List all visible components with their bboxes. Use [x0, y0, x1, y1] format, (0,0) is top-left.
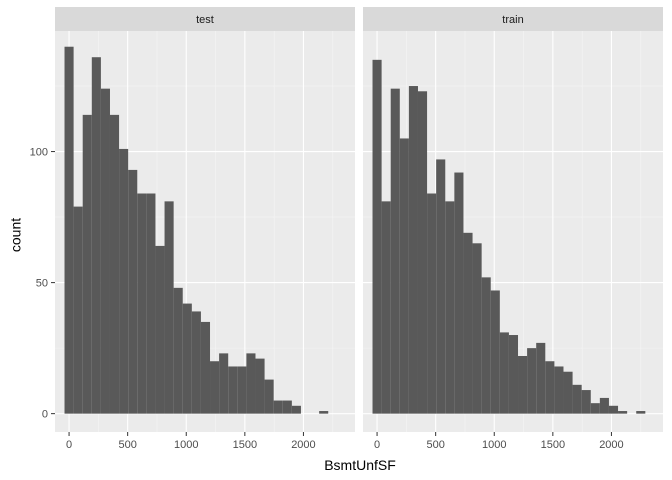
- y-tick-label: 50: [36, 278, 48, 290]
- histogram-bar: [119, 148, 129, 414]
- x-tick-label: 0: [374, 439, 380, 451]
- histogram-bar: [237, 366, 247, 414]
- panel-test: test 0 500 1000 1500 2000 0 50 100: [30, 7, 355, 451]
- histogram-bar: [191, 311, 201, 414]
- histogram-bar: [636, 411, 646, 414]
- histogram-bar: [100, 88, 110, 414]
- histogram-bar: [518, 355, 528, 414]
- y-axis-title: count: [8, 218, 24, 252]
- histogram-bar: [146, 193, 156, 414]
- x-tick-label: 1000: [482, 439, 506, 451]
- histogram-bar: [536, 342, 546, 414]
- x-tick-label: 500: [426, 439, 444, 451]
- panel-train: train 0 500 1000 1500 2000: [363, 7, 663, 451]
- histogram-bar: [563, 371, 573, 414]
- x-tick-label: 0: [66, 439, 72, 451]
- y-tick-label: 0: [42, 409, 48, 421]
- histogram-bar: [173, 287, 183, 414]
- histogram-bar: [246, 353, 256, 414]
- histogram-bar: [264, 379, 274, 414]
- histogram-bar: [64, 46, 74, 414]
- histogram-bar: [210, 361, 220, 414]
- histogram-bar: [182, 303, 192, 414]
- x-tick-label: 2000: [599, 439, 623, 451]
- x-tick-label: 2000: [291, 439, 315, 451]
- histogram-bar: [73, 206, 83, 414]
- histogram-bar: [164, 201, 174, 414]
- x-tick-label: 1000: [174, 439, 198, 451]
- histogram-bar: [255, 358, 265, 414]
- x-tick-label: 1500: [541, 439, 565, 451]
- histogram-bar: [372, 59, 382, 414]
- histogram-bar: [282, 400, 292, 414]
- facet-label: test: [196, 14, 214, 26]
- histogram-bar: [490, 290, 500, 414]
- histogram-bar: [319, 411, 329, 414]
- histogram-bar: [137, 193, 147, 414]
- histogram-bar: [527, 348, 537, 414]
- x-tick-label: 1500: [233, 439, 257, 451]
- histogram-bar: [390, 88, 400, 414]
- histogram-bar: [608, 405, 619, 414]
- histogram-bar: [128, 169, 138, 414]
- histogram-bar: [545, 361, 555, 414]
- histogram-bar: [82, 114, 92, 414]
- histogram-bar: [472, 243, 482, 414]
- histogram-bar: [381, 201, 391, 414]
- histogram-bar: [200, 321, 211, 414]
- x-axis-title: BsmtUnfSF: [324, 457, 396, 473]
- histogram-bar: [399, 138, 409, 414]
- histogram-bar: [291, 405, 301, 414]
- histogram-bar: [572, 384, 582, 414]
- histogram-bar: [445, 201, 455, 414]
- histogram-bar: [228, 366, 238, 414]
- histogram-bar: [408, 86, 418, 414]
- facet-label: train: [502, 14, 523, 26]
- x-tick-label: 500: [118, 439, 136, 451]
- histogram-bar: [618, 411, 628, 414]
- histogram-bar: [454, 172, 464, 414]
- histogram-bar: [599, 397, 609, 414]
- facet-strip: [55, 7, 355, 31]
- histogram-bar: [219, 353, 229, 414]
- y-tick-label: 100: [30, 147, 48, 159]
- histogram-bar: [499, 332, 509, 414]
- histogram-bar: [463, 232, 473, 414]
- histogram-bar: [155, 245, 165, 414]
- histogram-bar: [554, 366, 564, 414]
- histogram-bar: [581, 390, 591, 414]
- histogram-bar: [91, 57, 101, 414]
- histogram-bar: [481, 277, 491, 414]
- histogram-bar: [427, 193, 437, 414]
- histogram-bar: [273, 400, 283, 414]
- facet-strip: [363, 7, 663, 31]
- histogram-bar: [508, 335, 519, 414]
- histogram-bar: [417, 91, 428, 414]
- histogram-bar: [109, 114, 120, 414]
- histogram-bar: [436, 159, 446, 414]
- histogram-bar: [590, 403, 600, 414]
